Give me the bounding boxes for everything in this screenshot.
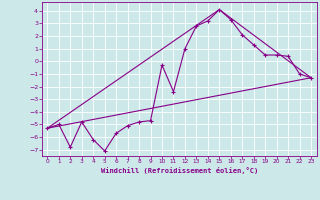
X-axis label: Windchill (Refroidissement éolien,°C): Windchill (Refroidissement éolien,°C) bbox=[100, 167, 258, 174]
